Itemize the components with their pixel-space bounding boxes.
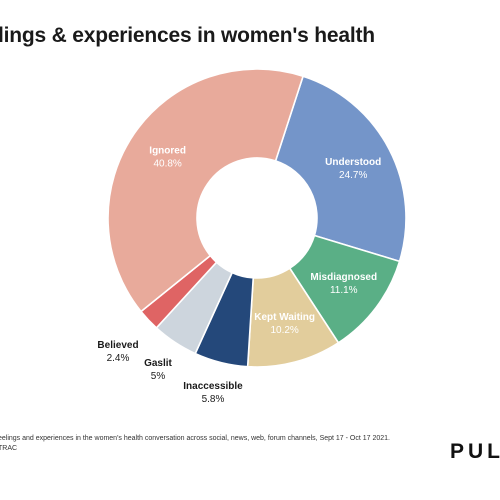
slice-label-misdiagnosed: Misdiagnosed (310, 272, 377, 283)
slice-label-inaccessible: Inaccessible (183, 381, 243, 392)
slice-value-ignored: 40.8% (153, 158, 181, 169)
footnote-line-2: TRAC (0, 445, 18, 452)
slice-label-ignored: Ignored (149, 145, 186, 156)
brand-logo-text: PUL (450, 440, 500, 463)
slice-label-gaslit: Gaslit (144, 358, 172, 369)
slice-label-understood: Understood (325, 157, 381, 168)
slice-value-inaccessible: 5.8% (202, 394, 225, 405)
chart-title: lings & experiences in women's health (0, 24, 375, 47)
donut-labels: Understood 24.7% Misdiagnosed 11.1% Kept Wai… (97, 145, 381, 405)
footnote: eelings and experiences in the women's h… (0, 434, 438, 454)
slice-value-believed: 2.4% (107, 353, 130, 364)
slice-value-kept-waiting: 10.2% (270, 325, 298, 336)
slice-label-believed: Believed (97, 340, 138, 351)
donut-slices (107, 68, 407, 368)
slice-value-understood: 24.7% (339, 170, 367, 181)
slice-label-kept-waiting: Kept Waiting (254, 312, 315, 323)
slice-value-misdiagnosed: 11.1% (330, 285, 358, 296)
slice-ignored (107, 68, 305, 313)
slice-understood (274, 75, 407, 263)
footnote-line-1: eelings and experiences in the women's h… (0, 435, 390, 442)
slice-value-gaslit: 5% (151, 371, 166, 382)
